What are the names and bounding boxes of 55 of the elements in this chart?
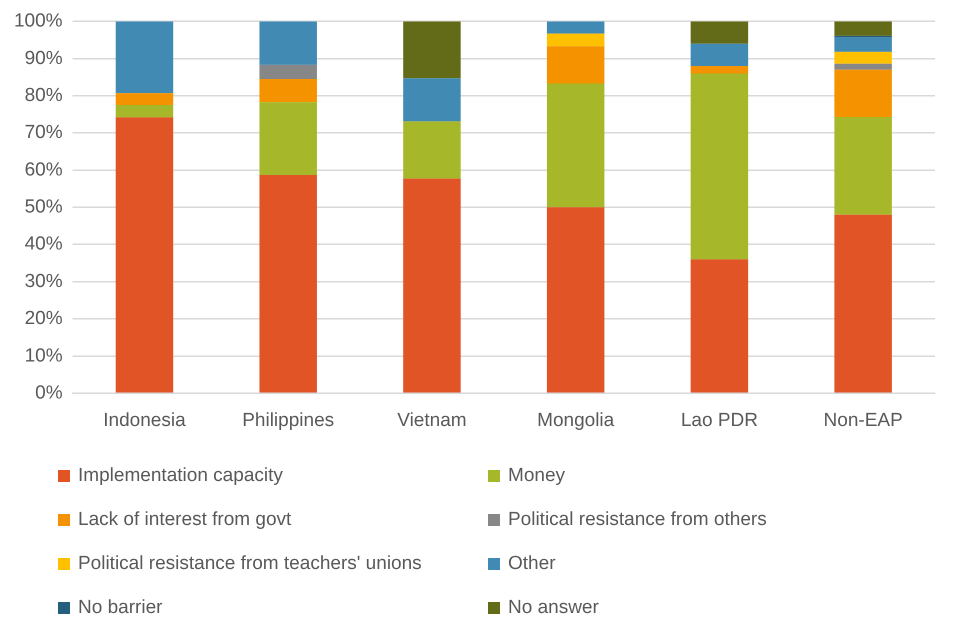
- bar: [259, 174, 317, 392]
- bar: [546, 207, 604, 392]
- legend-label: Political resistance from teachers' unions: [78, 553, 422, 575]
- x-tick-label: Non-EAP: [824, 410, 903, 431]
- bar: [834, 116, 892, 215]
- y-tick-label: 90%: [24, 48, 63, 69]
- legend-label: No barrier: [78, 597, 162, 619]
- bar: [690, 21, 748, 44]
- y-tick-label: 60%: [24, 159, 63, 180]
- bar: [259, 21, 317, 65]
- bar: [834, 214, 892, 392]
- x-tick-label: Mongolia: [537, 410, 615, 431]
- y-tick-label: 0%: [35, 382, 63, 404]
- x-tick-label: Indonesia: [103, 410, 186, 431]
- bar: [690, 259, 748, 392]
- bar: [116, 21, 174, 94]
- bar: [834, 64, 892, 70]
- y-tick-label: 40%: [24, 234, 63, 255]
- bar: [690, 44, 748, 66]
- bar: [403, 121, 461, 179]
- bar: [116, 93, 174, 106]
- legend-label: Political resistance from others: [508, 509, 767, 531]
- x-tick-label: Lao PDR: [680, 410, 758, 431]
- legend-label: Money: [508, 465, 566, 487]
- bar: [116, 117, 174, 392]
- bar: [834, 21, 892, 36]
- bar: [690, 73, 748, 260]
- y-tick-label: 100%: [14, 10, 63, 32]
- y-tick-label: 50%: [24, 196, 63, 218]
- bar: [403, 21, 461, 78]
- legend-label: Lack of interest from govt: [78, 509, 292, 531]
- bar: [834, 52, 892, 64]
- legend-label: Implementation capacity: [78, 465, 283, 487]
- bar: [259, 79, 317, 102]
- y-tick-label: 30%: [24, 270, 63, 292]
- x-tick-label: Philippines: [242, 410, 334, 431]
- bar: [546, 34, 604, 46]
- bar: [546, 46, 604, 84]
- bar: [690, 66, 748, 74]
- x-tick-label: Vietnam: [397, 410, 467, 431]
- bar: [259, 64, 317, 80]
- y-tick-label: 70%: [24, 122, 63, 144]
- y-tick-label: 20%: [24, 308, 63, 330]
- legend-label: Other: [508, 553, 556, 575]
- bar: [403, 78, 461, 122]
- bar: [546, 21, 604, 34]
- legend-label: No answer: [508, 597, 599, 619]
- y-tick-label: 80%: [24, 84, 63, 106]
- bar: [834, 37, 892, 52]
- bar: [116, 105, 174, 118]
- bar: [834, 70, 892, 117]
- bar: [403, 178, 461, 392]
- bar: [259, 102, 317, 175]
- bar: [546, 83, 604, 208]
- y-tick-label: 10%: [24, 345, 63, 366]
